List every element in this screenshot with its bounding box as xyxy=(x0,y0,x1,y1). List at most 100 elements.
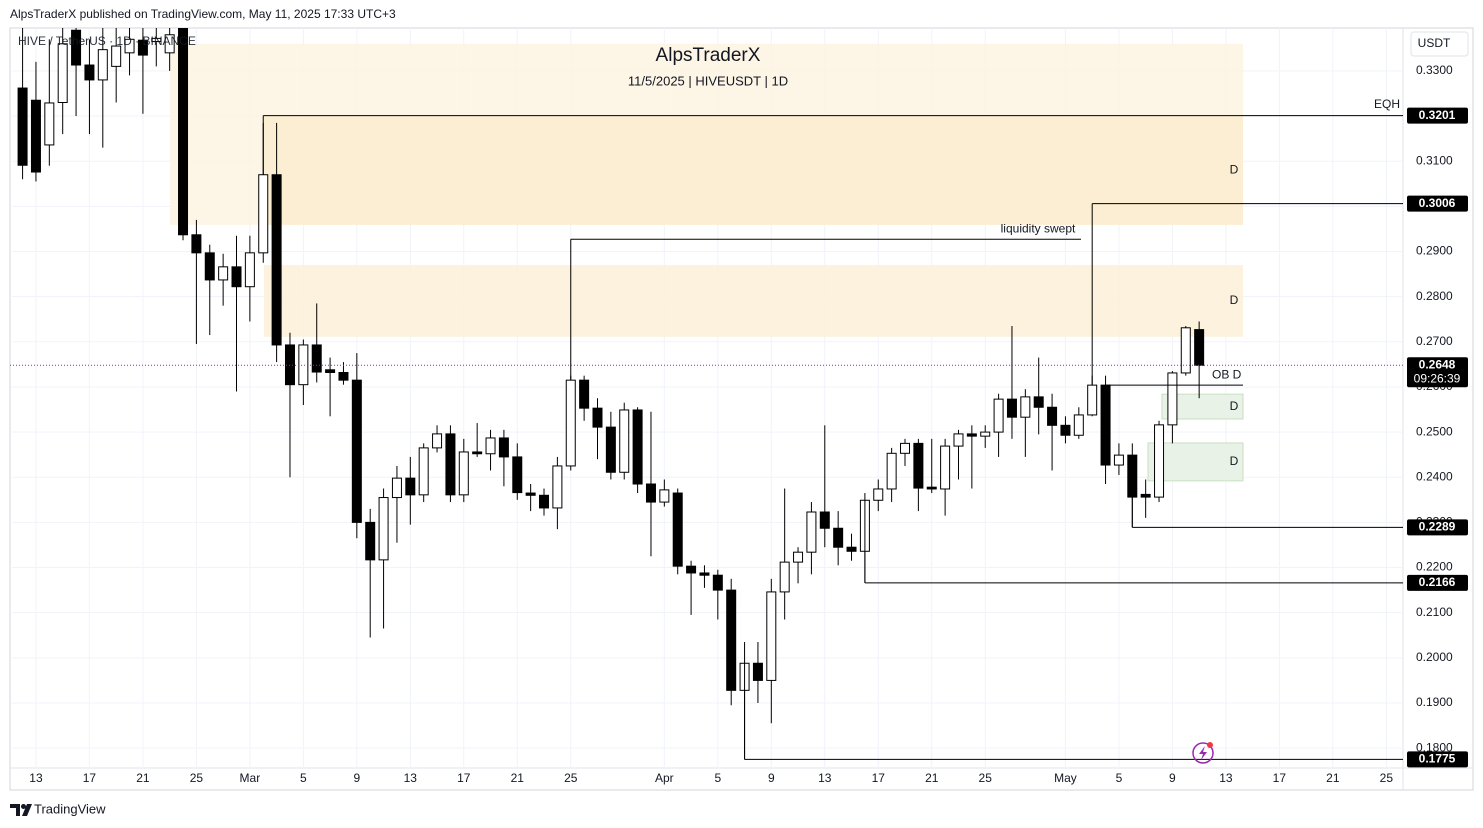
candle-body xyxy=(1113,454,1124,466)
candle-body xyxy=(97,49,108,81)
price-tag xyxy=(1407,574,1468,591)
candle-body xyxy=(1100,384,1111,466)
x-tick-label: 17 xyxy=(872,771,886,785)
symbol: HIVE / TetherUS · 1D · BINANCE xyxy=(18,34,196,48)
zone xyxy=(264,265,1243,337)
candle-body xyxy=(539,494,550,509)
candle-body xyxy=(338,371,349,381)
candle-body xyxy=(980,431,991,437)
price-tag-label: 0.2166 xyxy=(1419,575,1456,589)
candle-body xyxy=(472,451,483,455)
price-tag-label: 0.1775 xyxy=(1419,752,1456,766)
unit-box[interactable] xyxy=(1410,31,1469,57)
candle-body xyxy=(592,407,603,428)
plot xyxy=(10,28,1403,760)
candle-body xyxy=(164,34,175,54)
chart-subtitle: 11/5/2025 | HIVEUSDT | 1D xyxy=(628,73,788,88)
candle-body xyxy=(672,492,683,567)
x-tick-label: 9 xyxy=(768,771,775,785)
candle-body xyxy=(632,409,643,485)
x-tick-label: 13 xyxy=(1219,771,1233,785)
candle-body xyxy=(779,561,790,593)
candle-body xyxy=(231,266,242,288)
candle-body xyxy=(124,38,135,54)
x-tick-label: 9 xyxy=(353,771,360,785)
x-tick-label: 17 xyxy=(457,771,471,785)
candle-body xyxy=(271,174,282,346)
y-tick-label: 0.2000 xyxy=(1416,650,1453,664)
candle-body xyxy=(71,29,82,66)
candle-body xyxy=(432,433,443,449)
candle-body xyxy=(57,43,68,103)
candle-body xyxy=(712,574,723,591)
candle-body xyxy=(1033,396,1044,408)
price-tag-label: 0.2289 xyxy=(1419,520,1456,534)
candle-body xyxy=(111,45,122,67)
x-tick-label: May xyxy=(1054,771,1077,785)
zone-label: D xyxy=(1230,399,1239,413)
candle-body xyxy=(44,102,55,146)
x-tick-label: Mar xyxy=(240,771,261,785)
candle-body xyxy=(752,662,763,681)
candle-body xyxy=(659,489,670,503)
x-tick-label: Apr xyxy=(655,771,674,785)
candle-body xyxy=(151,37,162,43)
y-tick-label: 0.3300 xyxy=(1416,63,1453,77)
annotation-label: liquidity swept xyxy=(1001,221,1076,235)
y-tick-label: 0.2800 xyxy=(1416,289,1453,303)
candle-body xyxy=(1180,327,1191,374)
x-tick-label: 25 xyxy=(979,771,993,785)
zone-label: D xyxy=(1230,454,1239,468)
candle-body xyxy=(993,398,1004,433)
candle-body xyxy=(311,344,322,373)
candle-body xyxy=(565,379,576,467)
candle-body xyxy=(686,565,697,574)
candle-body xyxy=(913,442,924,489)
y-tick-label: 0.2700 xyxy=(1416,334,1453,348)
brand[interactable]: TradingView xyxy=(34,801,106,816)
price-tag xyxy=(1407,107,1468,124)
brand-logo[interactable] xyxy=(10,804,32,816)
candle-body xyxy=(619,409,630,473)
candle-body xyxy=(1073,414,1084,436)
price-tag xyxy=(1407,195,1468,212)
candle-body xyxy=(886,452,897,490)
chart-title: AlpsTraderX xyxy=(656,45,761,66)
annotation-label: OB D xyxy=(1212,367,1242,381)
candle-body xyxy=(833,527,844,548)
x-tick-label: 13 xyxy=(404,771,418,785)
alert-icon[interactable] xyxy=(1192,742,1214,764)
unit[interactable]: USDT xyxy=(1418,36,1451,50)
candle-body xyxy=(806,511,817,553)
x-tick-label: 13 xyxy=(29,771,43,785)
candle-body xyxy=(552,465,563,509)
candle-body xyxy=(819,511,830,529)
candle-body xyxy=(1006,398,1017,418)
candle-body xyxy=(391,477,402,499)
candle-body xyxy=(766,591,777,681)
candle-body xyxy=(458,451,469,496)
candle-body xyxy=(1127,454,1138,498)
x-tick-label: 21 xyxy=(136,771,150,785)
last-price-tag xyxy=(1407,357,1468,388)
zones xyxy=(170,43,1244,482)
candle-body xyxy=(966,433,977,437)
price-tag-label: 0.3201 xyxy=(1419,108,1456,122)
countdown: 09:26:39 xyxy=(1414,371,1461,385)
candle-body xyxy=(351,379,362,523)
y-tick-label: 0.2200 xyxy=(1416,560,1453,574)
x-tick-label: 13 xyxy=(818,771,832,785)
publisher: AlpsTraderX published on TradingView.com… xyxy=(10,7,396,21)
candle-body xyxy=(940,445,951,490)
level-label: EQH xyxy=(1374,97,1400,111)
candle-body xyxy=(900,442,911,454)
candle-body xyxy=(1047,406,1058,426)
candle-body xyxy=(258,174,269,254)
zone xyxy=(264,115,1243,225)
price-tag xyxy=(1407,751,1468,768)
y-tick-label: 0.2900 xyxy=(1416,244,1453,258)
candle-body xyxy=(30,99,41,173)
y-tick-label: 0.1900 xyxy=(1416,695,1453,709)
candle-body xyxy=(953,433,964,447)
